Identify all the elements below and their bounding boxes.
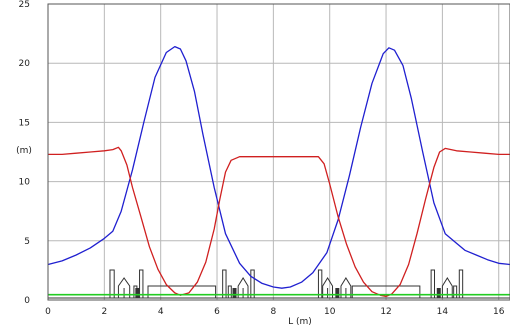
y-tick-label: 20 <box>19 59 31 69</box>
y-axis-label: (m) <box>16 146 32 156</box>
quadrupole-symbol <box>139 269 144 299</box>
monitor-symbol <box>232 288 237 298</box>
sextupole-symbol <box>441 277 453 298</box>
sextupole-symbol <box>117 277 131 298</box>
quadrupole-symbol <box>250 269 255 299</box>
quadrupole-symbol <box>458 269 464 299</box>
y-tick-label: 25 <box>19 0 30 10</box>
sextupole-symbol <box>237 277 249 298</box>
sextupole-symbol <box>322 277 334 298</box>
corrector-symbol <box>227 285 232 299</box>
y-tick-label: 10 <box>19 178 31 188</box>
quadrupole-symbol <box>222 269 227 299</box>
series-lines <box>47 45 510 298</box>
x-tick-label: 16 <box>493 307 505 317</box>
x-tick-label: 12 <box>380 307 391 317</box>
plot-frame <box>47 3 510 301</box>
y-tick-label: 0 <box>24 296 30 306</box>
y-tick-label: 5 <box>24 237 30 247</box>
sextupole-symbol <box>340 277 352 298</box>
lattice-elements <box>48 269 510 299</box>
quadrupole-symbol <box>109 269 115 299</box>
monitor-symbol <box>135 288 140 298</box>
y-tick-labels: 0 5 10 15 20 25 <box>19 0 31 306</box>
x-axis-label: L (m) <box>288 317 312 327</box>
series-line-1 <box>48 146 510 298</box>
x-tick-label: 0 <box>45 307 51 317</box>
y-tick-label: 15 <box>19 118 30 128</box>
quadrupole-symbol <box>430 269 436 299</box>
x-tick-label: 4 <box>158 307 164 317</box>
monitor-symbol <box>436 288 441 298</box>
x-tick-label: 14 <box>437 307 449 317</box>
monitor-symbol <box>335 288 340 298</box>
x-tick-label: 10 <box>324 307 336 317</box>
corrector-symbol <box>453 285 458 299</box>
quadrupole-symbol <box>317 269 323 299</box>
x-tick-label: 8 <box>270 307 276 317</box>
dipole-symbol <box>147 285 217 299</box>
x-tick-labels: 0 2 4 6 8 10 12 14 16 <box>45 307 505 317</box>
x-tick-label: 2 <box>101 307 107 317</box>
x-tick-label: 6 <box>214 307 220 317</box>
series-line-0 <box>47 45 510 289</box>
grid-lines <box>47 3 510 301</box>
